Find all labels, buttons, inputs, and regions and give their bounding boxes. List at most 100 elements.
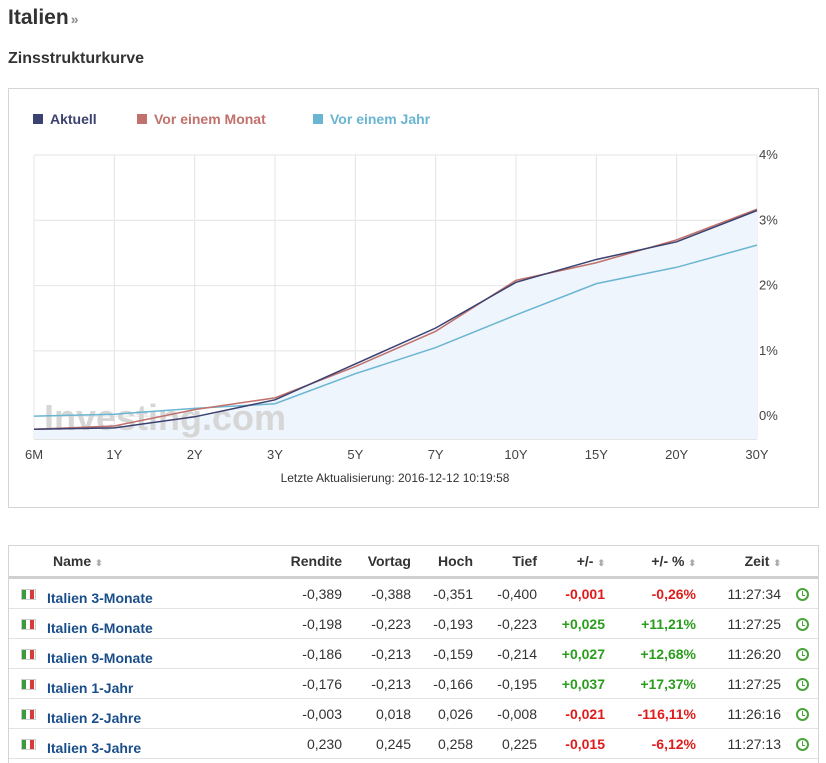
name-cell: Italien 3-Jahre bbox=[47, 728, 247, 759]
flag-cell bbox=[9, 608, 47, 639]
legend-item-label: Aktuell bbox=[50, 111, 97, 127]
flag-cell bbox=[9, 728, 47, 759]
sort-icon[interactable]: ⬍ bbox=[688, 558, 696, 568]
flag-cell bbox=[9, 638, 47, 669]
rendite-cell: -0,003 bbox=[247, 698, 348, 729]
clock-cell bbox=[787, 668, 818, 699]
legend-item-label: Vor einem Monat bbox=[154, 111, 266, 127]
header-name[interactable]: Name ⬍ bbox=[47, 546, 247, 579]
rendite-cell: 0,230 bbox=[247, 728, 348, 759]
flag-cell bbox=[9, 698, 47, 729]
legend-swatch bbox=[313, 114, 323, 124]
zeit-cell: 11:27:13 bbox=[702, 728, 787, 759]
change-cell: -0,015 bbox=[543, 728, 611, 759]
hoch-cell: -0,193 bbox=[417, 608, 479, 639]
table-row: Italien 9-Monate -0,186 -0,213 -0,159 -0,214… bbox=[9, 638, 818, 669]
flag-cell bbox=[9, 577, 47, 609]
bond-name-link[interactable]: Italien 2-Jahre bbox=[47, 709, 142, 726]
page-title: Italien bbox=[8, 6, 69, 29]
bond-table: Name ⬍ Rendite Vortag Hoch Tief +/- ⬍ +/- … bbox=[9, 546, 818, 759]
italy-flag-icon bbox=[20, 589, 36, 601]
hoch-cell: 0,258 bbox=[417, 728, 479, 759]
zeit-cell: 11:27:25 bbox=[702, 668, 787, 699]
header-change-pct-label: +/- % bbox=[651, 553, 685, 569]
header-tief: Tief bbox=[479, 546, 543, 579]
x-tick-label: 6M bbox=[25, 447, 43, 462]
header-hoch: Hoch bbox=[417, 546, 479, 579]
italy-flag-icon bbox=[20, 649, 36, 661]
italy-flag-icon bbox=[20, 679, 36, 691]
header-zeit-label: Zeit bbox=[744, 553, 770, 569]
flag-cell bbox=[9, 668, 47, 699]
y-tick-label: 1% bbox=[759, 343, 778, 358]
vortag-cell: 0,018 bbox=[348, 698, 417, 729]
vortag-cell: -0,388 bbox=[348, 577, 417, 609]
hoch-cell: -0,159 bbox=[417, 638, 479, 669]
bond-table-wrap: Name ⬍ Rendite Vortag Hoch Tief +/- ⬍ +/- … bbox=[8, 545, 819, 763]
bond-name-link[interactable]: Italien 9-Monate bbox=[47, 649, 153, 666]
header-change[interactable]: +/- ⬍ bbox=[543, 546, 611, 579]
table-row: Italien 6-Monate -0,198 -0,223 -0,193 -0,223… bbox=[9, 608, 818, 639]
x-tick-label: 2Y bbox=[187, 447, 203, 462]
tief-cell: -0,214 bbox=[479, 638, 543, 669]
change-cell: -0,001 bbox=[543, 577, 611, 609]
bond-name-link[interactable]: Italien 3-Monate bbox=[47, 589, 153, 606]
clock-cell bbox=[787, 577, 818, 609]
x-tick-label: 15Y bbox=[585, 447, 608, 462]
title-arrow-icon[interactable]: » bbox=[70, 11, 79, 27]
vortag-cell: -0,213 bbox=[348, 668, 417, 699]
header-vortag: Vortag bbox=[348, 546, 417, 579]
rendite-cell: -0,198 bbox=[247, 608, 348, 639]
clock-icon bbox=[796, 648, 809, 662]
clock-cell bbox=[787, 608, 818, 639]
tief-cell: 0,225 bbox=[479, 728, 543, 759]
tief-cell: -0,195 bbox=[479, 668, 543, 699]
clock-icon bbox=[796, 708, 809, 722]
x-tick-label: 1Y bbox=[106, 447, 122, 462]
hoch-cell: -0,351 bbox=[417, 577, 479, 609]
clock-cell bbox=[787, 638, 818, 669]
header-clock bbox=[787, 546, 818, 579]
tief-cell: -0,223 bbox=[479, 608, 543, 639]
header-rendite: Rendite bbox=[247, 546, 348, 579]
change-cell: +0,027 bbox=[543, 638, 611, 669]
sort-icon[interactable]: ⬍ bbox=[773, 558, 781, 568]
series-line-2 bbox=[33, 244, 758, 417]
header-zeit[interactable]: Zeit ⬍ bbox=[702, 546, 787, 579]
sort-icon[interactable]: ⬍ bbox=[95, 558, 103, 568]
header-flag bbox=[9, 546, 47, 579]
zeit-cell: 11:26:16 bbox=[702, 698, 787, 729]
x-tick-label: 20Y bbox=[665, 447, 688, 462]
clock-icon bbox=[796, 738, 809, 752]
vortag-cell: -0,213 bbox=[348, 638, 417, 669]
watermark-logo: Investing.com bbox=[44, 397, 286, 438]
hoch-cell: 0,026 bbox=[417, 698, 479, 729]
clock-icon bbox=[796, 618, 809, 632]
hoch-cell: -0,166 bbox=[417, 668, 479, 699]
series-line-0 bbox=[33, 209, 758, 430]
bond-name-link[interactable]: Italien 6-Monate bbox=[47, 619, 153, 636]
yield-curve-chart: 4% 3% 2% 1% 0% Investing.com 6M 1Y 2Y 3Y 5Y 7Y 10Y 15… bbox=[8, 88, 819, 508]
table-row: Italien 3-Monate -0,389 -0,388 -0,351 -0,400… bbox=[9, 577, 818, 609]
change-pct-cell: +17,37% bbox=[611, 668, 702, 699]
clock-cell bbox=[787, 698, 818, 729]
change-pct-cell: -6,12% bbox=[611, 728, 702, 759]
page-title-wrap: Italien» bbox=[8, 6, 78, 30]
name-cell: Italien 6-Monate bbox=[47, 608, 247, 639]
italy-flag-icon bbox=[20, 739, 36, 751]
clock-icon bbox=[796, 678, 809, 692]
table-row: Italien 3-Jahre 0,230 0,245 0,258 0,225 -0,01… bbox=[9, 728, 818, 759]
change-cell: -0,021 bbox=[543, 698, 611, 729]
name-cell: Italien 3-Monate bbox=[47, 577, 247, 609]
zeit-cell: 11:27:34 bbox=[702, 577, 787, 609]
bond-name-link[interactable]: Italien 1-Jahr bbox=[47, 679, 134, 696]
bond-name-link[interactable]: Italien 3-Jahre bbox=[47, 739, 142, 756]
table-body: Italien 3-Monate -0,389 -0,388 -0,351 -0,400… bbox=[9, 577, 818, 759]
change-pct-cell: -116,11% bbox=[611, 698, 702, 729]
sort-icon[interactable]: ⬍ bbox=[597, 558, 605, 568]
header-change-pct[interactable]: +/- % ⬍ bbox=[611, 546, 702, 579]
change-pct-cell: +11,21% bbox=[611, 608, 702, 639]
clock-icon bbox=[796, 588, 809, 602]
table-row: Italien 2-Jahre -0,003 0,018 0,026 -0,008 -0,… bbox=[9, 698, 818, 729]
last-update-note: Letzte Aktualisierung: 2016-12-12 10:19:… bbox=[281, 471, 510, 485]
